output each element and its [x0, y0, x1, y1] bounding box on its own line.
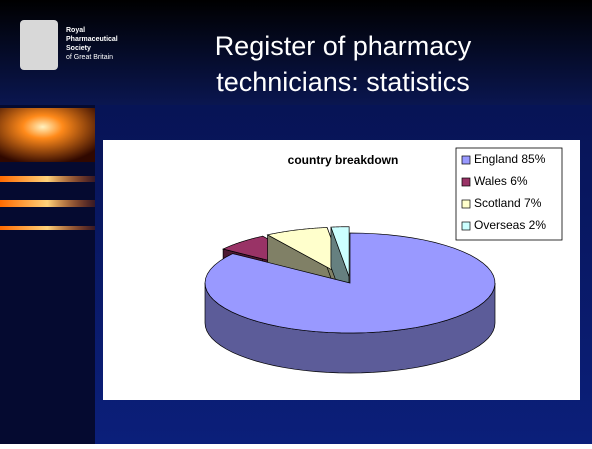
legend-swatch — [462, 156, 470, 164]
slide-title: technicians: statistics — [216, 67, 470, 97]
slide: Royal Pharmaceutical Society of Great Br… — [0, 0, 592, 444]
logo-line: Society — [66, 45, 91, 52]
legend-label: Wales 6% — [474, 174, 528, 188]
legend-swatch — [462, 178, 470, 186]
legend-label: Overseas 2% — [474, 218, 546, 232]
legend-swatch — [462, 200, 470, 208]
logo-line: of Great Britain — [66, 54, 113, 61]
chart-title: country breakdown — [288, 153, 399, 167]
legend-label: Scotland 7% — [474, 196, 542, 210]
decoration — [0, 226, 95, 230]
legend-label: England 85% — [474, 152, 546, 166]
decoration — [0, 108, 95, 162]
decoration — [0, 200, 95, 207]
slide-title: Register of pharmacy — [215, 31, 472, 61]
logo-line: Royal — [66, 27, 85, 34]
decoration — [0, 176, 95, 182]
legend-swatch — [462, 222, 470, 230]
logo-crest — [20, 20, 58, 70]
logo-line: Pharmaceutical — [66, 36, 118, 43]
